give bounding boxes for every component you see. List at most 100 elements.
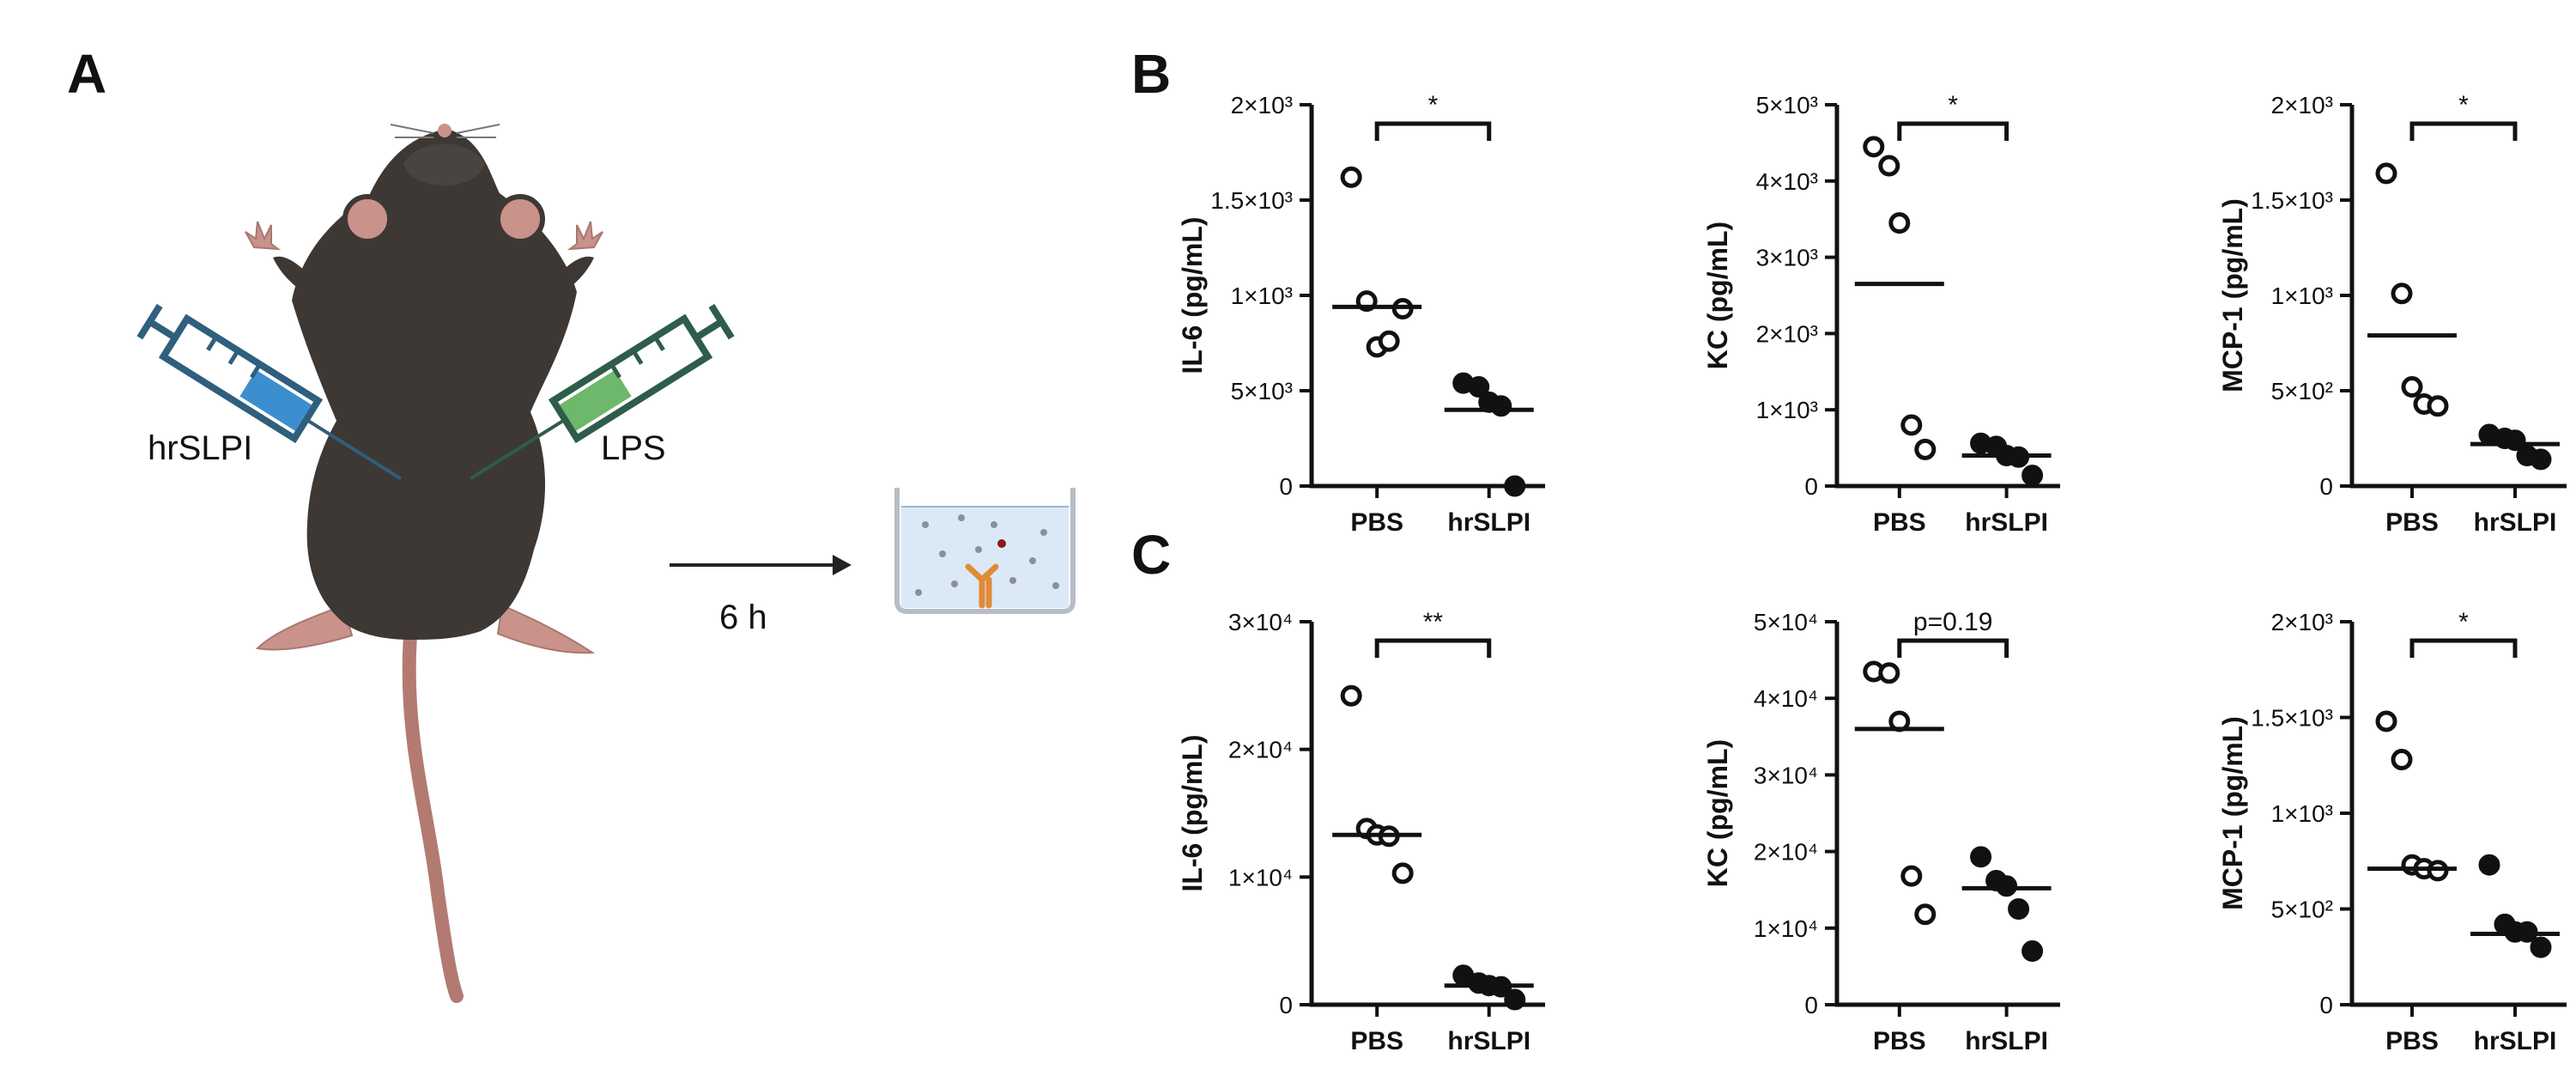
x-tick-label: hrSLPI [1965,1027,2048,1055]
data-point-open [1914,438,1937,460]
data-point-filled [2530,936,2552,958]
scatter-chart-1: 0 5×10³ 1×10³ 1.5×10³ 2×10³ PBS hrSLPI IL-6 (pg… [1177,91,1545,537]
data-point-open [1914,903,1937,926]
significance-bracket [1897,638,2009,658]
significance-label: ** [1423,608,1444,636]
y-tick-label: 2×10³ [2271,92,2333,119]
y-tick-label: 0 [2319,473,2333,500]
y-tick-label: 5×10⁴ [1754,609,1818,635]
data-point-filled [1468,376,1490,398]
data-point-filled [1996,875,2018,897]
syringe-icon [136,303,403,481]
significance-label: * [1948,91,1958,119]
y-tick-label: 3×10³ [1756,245,1818,271]
scatter-chart-3: 0 5×10² 1×10³ 1.5×10³ 2×10³ PBS hrSLPI MCP-1 (p… [2217,91,2567,537]
data-point-filled [2021,940,2044,963]
y-tick-label: 0 [1804,992,1818,1018]
y-tick-label: 1.5×10³ [1210,187,1293,214]
y-axis-label: KC (pg/mL) [1702,739,1733,887]
y-tick-label: 3×10⁴ [1228,609,1293,635]
data-point-open [2391,749,2413,771]
data-point-open [1340,684,1362,707]
y-tick-label: 2×10³ [1231,92,1293,119]
mouse-front-paws-icon [245,221,603,251]
y-tick-label: 0 [1279,473,1293,500]
data-point-filled [1504,475,1526,497]
data-point-filled [2530,448,2552,471]
data-point-open [1340,166,1362,188]
y-axis-label: IL-6 (pg/mL) [1177,734,1208,891]
significance-bracket [1374,121,1492,141]
y-tick-label: 5×10² [2271,897,2333,923]
panel-letter-a: A [67,43,106,105]
significance-label: * [1428,91,1439,119]
y-axis-label: IL-6 (pg/mL) [1177,216,1208,374]
data-point-filled [2504,429,2526,452]
y-axis-label: KC (pg/mL) [1702,222,1733,369]
y-tick-label: 5×10³ [1231,378,1293,404]
data-point-open [2391,283,2413,305]
y-tick-label: 0 [1279,992,1293,1018]
y-tick-label: 1.5×10³ [2251,187,2333,214]
experiment-schematic: hrSLPI LPS 6 h [136,124,1076,1003]
data-point-open [1900,414,1923,436]
significance-bracket [1374,638,1492,658]
data-point-open [1378,330,1400,352]
significance-bracket [2409,638,2518,658]
mouse-hind-feet-icon [255,604,596,654]
well-plate-icon [894,488,1076,614]
data-point-open [1900,865,1923,887]
mouse-ear-left-icon [342,194,392,244]
x-tick-label: PBS [1873,508,1926,537]
mouse-tail-icon [402,629,464,1003]
charts: 0 5×10³ 1×10³ 1.5×10³ 2×10³ PBS hrSLPI IL-6 (pg… [1177,91,2567,1055]
y-tick-label: 2×10³ [1756,320,1818,347]
x-tick-label: PBS [2385,508,2439,537]
significance-label: * [2458,608,2469,636]
x-tick-label: PBS [1350,1027,1403,1055]
data-point-open [1878,155,1900,177]
data-point-open [1878,662,1900,684]
data-point-filled [2478,854,2500,876]
data-point-open [2427,395,2449,417]
y-tick-label: 1×10³ [2271,800,2333,827]
y-tick-label: 1×10⁴ [1754,915,1818,942]
y-tick-label: 0 [1804,473,1818,500]
injection-label-left: hrSLPI [148,429,252,467]
x-tick-label: hrSLPI [2474,508,2557,537]
y-axis-label: MCP-1 (pg/mL) [2217,198,2248,392]
y-tick-label: 0 [2319,992,2333,1018]
antibody-icon [965,563,999,609]
data-point-open [1863,136,1885,158]
y-tick-label: 2×10⁴ [1754,839,1818,866]
y-tick-label: 1×10³ [1756,397,1818,423]
scatter-chart-6: 0 5×10² 1×10³ 1.5×10³ 2×10³ PBS hrSLPI MCP-1 (p… [2217,608,2567,1055]
scatter-chart-5: 0 1×10⁴ 2×10⁴ 3×10⁴ 4×10⁴ 5×10⁴ PBS hrSLPI KC (p… [1702,608,2060,1055]
y-tick-label: 5×10² [2271,378,2333,404]
data-point-filled [1504,988,1526,1011]
y-tick-label: 1×10³ [2271,283,2333,309]
x-tick-label: PBS [2385,1027,2439,1055]
significance-bracket [2409,121,2518,141]
data-point-open [1391,862,1414,884]
time-label: 6 h [719,599,767,636]
data-point-filled [2021,465,2044,487]
significance-bracket [1897,121,2009,141]
y-tick-label: 1.5×10³ [2251,705,2333,732]
significance-label: * [2458,91,2469,119]
y-tick-label: 4×10⁴ [1754,685,1818,712]
mouse-ear-right-icon [495,194,545,244]
panel-letter-c: C [1131,524,1171,586]
data-point-open [2375,162,2397,185]
mouse-icon [273,124,594,640]
significance-label: p=0.19 [1913,608,1993,636]
y-tick-label: 2×10⁴ [1228,737,1293,763]
data-point-open [2401,376,2423,398]
y-tick-label: 4×10³ [1756,168,1818,195]
data-point-filled [1970,846,1992,868]
data-point-filled [2008,898,2030,920]
whiskers-icon [390,124,500,138]
scatter-chart-4: 0 1×10⁴ 2×10⁴ 3×10⁴ PBS hrSLPI IL-6 (pg/mL) ** [1177,608,1545,1055]
x-tick-label: hrSLPI [2474,1027,2557,1055]
